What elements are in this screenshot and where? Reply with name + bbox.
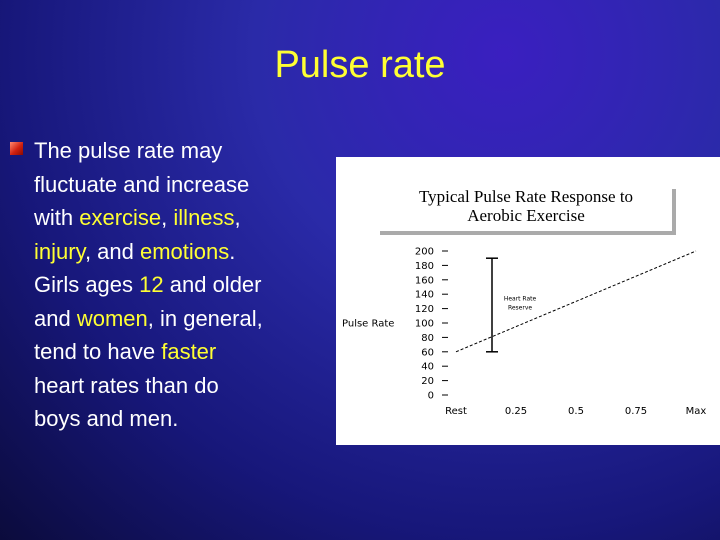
chart-panel: Typical Pulse Rate Response to Aerobic E… <box>336 157 720 445</box>
y-tick-label: 20 <box>421 376 434 387</box>
paragraph-text: boys and men. <box>34 406 179 431</box>
paragraph-text: tend to have <box>34 339 162 364</box>
paragraph-text: . <box>229 238 236 264</box>
paragraph-line: The pulse rate may <box>34 134 324 168</box>
paragraph-text: , in general, <box>147 305 263 331</box>
paragraph-text: with <box>34 205 80 230</box>
paragraph-text: fluctuate and increase <box>34 171 250 197</box>
paragraph-line: boys and men. <box>34 402 324 436</box>
y-tick-label: 40 <box>421 362 434 373</box>
paragraph-line: and women, in general, <box>34 302 324 336</box>
chart-title-line-1: Typical Pulse Rate Response to <box>419 187 633 206</box>
paragraph-text: and <box>34 305 77 331</box>
paragraph-text: The pulse rate may <box>34 138 223 163</box>
y-tick-label: 200 <box>415 247 434 258</box>
paragraph-line: injury, and emotions. <box>34 235 324 269</box>
paragraph-text: and older <box>163 272 262 297</box>
y-axis-label: Pulse Rate <box>342 319 394 330</box>
slide-title: Pulse rate <box>274 44 446 86</box>
paragraph-line: Girls ages 12 and older <box>34 268 324 302</box>
reserve-label-line-2: Reserve <box>508 304 532 311</box>
reserve-label-line-1: Heart Rate <box>504 295 537 302</box>
y-tick-label: 80 <box>421 333 434 344</box>
paragraph-text: Girls ages <box>34 272 140 297</box>
pulse-rate-line <box>455 250 697 353</box>
highlighted-word: women <box>76 305 148 331</box>
chart-title-box <box>376 185 672 231</box>
highlighted-word: injury <box>34 238 85 264</box>
bullet-marker <box>10 142 23 155</box>
y-tick-label: 120 <box>415 304 434 315</box>
x-tick-label: 0.75 <box>625 406 647 417</box>
chart-axis: 0 20 40 60 80 100 120 140 160 180 200 Pulse Rate Res… <box>342 247 706 418</box>
y-tick-label: 100 <box>415 319 434 330</box>
chart-marks: Heart Rate Reserve <box>455 250 697 353</box>
y-tick-label: 60 <box>421 347 434 358</box>
y-tick-label: 0 <box>428 391 434 402</box>
paragraph-text: , <box>161 205 174 230</box>
y-tick-label: 180 <box>415 261 434 272</box>
chart-title-line-2: Aerobic Exercise <box>467 206 585 225</box>
paragraph-line: heart rates than do <box>34 369 324 403</box>
y-tick-label: 140 <box>415 290 434 301</box>
paragraph-line: with exercise, illness, <box>34 201 324 235</box>
x-tick-label: Max <box>686 406 707 417</box>
paragraph-text: heart rates than do <box>34 372 219 398</box>
paragraph-line: fluctuate and increase <box>34 168 324 202</box>
paragraph-text: , and <box>84 238 140 264</box>
highlighted-word: faster <box>161 339 217 364</box>
x-tick-label: 0.25 <box>505 406 527 417</box>
x-tick-label: 0.5 <box>568 406 584 417</box>
bullet-paragraph: The pulse rate may fluctuate and increase… <box>34 134 324 436</box>
paragraph-line: tend to have faster <box>34 335 324 369</box>
paragraph-text: , <box>234 205 241 230</box>
x-tick-label: Rest <box>445 406 467 417</box>
pulse-rate-chart: Typical Pulse Rate Response to Aerobic E… <box>342 185 706 418</box>
y-tick-label: 160 <box>415 275 434 286</box>
highlighted-word: illness <box>173 205 235 230</box>
highlighted-word: exercise <box>79 205 162 230</box>
highlighted-word: 12 <box>139 272 164 297</box>
highlighted-word: emotions <box>140 238 230 264</box>
